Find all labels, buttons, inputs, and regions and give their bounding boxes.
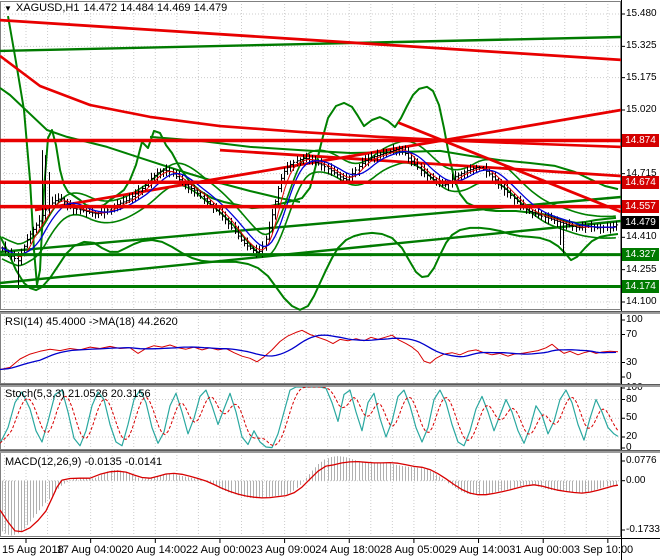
panel-separator[interactable]	[0, 384, 660, 387]
stoch-d-line	[0, 386, 619, 447]
macd-axis-label: -0.1733	[626, 524, 660, 535]
chart-title: ▼ XAGUSD,H1 14.472 14.484 14.469 14.479	[4, 2, 227, 14]
red-curve	[0, 54, 622, 149]
price-axis-label: 15.480	[626, 8, 657, 19]
green-trendline	[0, 219, 622, 285]
macd-signal-line	[0, 460, 619, 533]
time-axis-label: 24 Aug 18:00	[315, 544, 381, 556]
price-level-badge: 14.327	[622, 248, 659, 262]
bollinger-band	[149, 135, 619, 191]
chart-title-symbol: XAGUSD,H1	[15, 2, 80, 14]
stoch-axis-label: 0	[626, 442, 632, 453]
rsi-axis-label: 70	[626, 328, 638, 340]
panel-separator[interactable]	[0, 450, 660, 453]
price-ma-fast	[1, 149, 616, 258]
macd-axis-label: 0.00	[626, 474, 646, 486]
time-axis-label: 17 Aug 04:00	[56, 544, 122, 556]
price-axis-label: 14.410	[626, 231, 657, 243]
price-axis-label: 14.255	[626, 263, 657, 275]
price-axis-label: 14.100	[626, 296, 657, 307]
symbol-dropdown-icon[interactable]: ▼	[4, 3, 12, 13]
rsi-axis-label: 100	[626, 314, 643, 325]
stoch-axis-label: 80	[626, 393, 638, 405]
stoch-axis-label: 100	[626, 382, 643, 393]
rsi-axis-label: 0	[626, 371, 632, 382]
macd-histogram	[2, 456, 617, 536]
green-trendline	[0, 35, 622, 53]
time-axis-label: 20 Aug 14:00	[121, 544, 187, 556]
rsi-ma-line	[0, 334, 617, 371]
rsi-axis-label: 30	[626, 356, 638, 368]
price-axis-label: 15.325	[626, 40, 657, 52]
rsi-indicator-label: RSI(14) 45.4000 ->MA(18) 44.2620	[5, 316, 178, 328]
price-level-badge: 14.674	[622, 175, 659, 189]
price-ma-slow	[1, 150, 616, 256]
chart-title-ohlc: 14.472 14.484 14.469 14.479	[83, 2, 228, 14]
price-panel-frame	[0, 1, 621, 310]
macd-axis-label: 0.0776	[626, 455, 657, 466]
red-trendline	[219, 148, 622, 178]
time-axis-label: 29 Aug 14:00	[444, 544, 510, 556]
stoch-indicator-label: Stoch(5,3,3) 21.0526 20.3156	[5, 388, 151, 400]
time-axis-label: 15 Aug 2018	[2, 544, 64, 556]
red-trendline	[0, 18, 622, 62]
bollinger-band	[0, 87, 301, 203]
inner-band-lower	[1, 162, 616, 267]
macd-indicator-label: MACD(12,26,9) -0.0135 -0.0141	[5, 456, 163, 468]
stoch-axis-label: 20	[626, 431, 638, 442]
rsi-line	[0, 329, 619, 370]
bollinger-band	[0, 226, 619, 311]
price-axis-label: 15.175	[626, 71, 657, 83]
price-level-badge: 14.874	[622, 133, 659, 147]
stoch-axis-label: 50	[626, 412, 638, 424]
time-axis-label: 3 Sep 10:00	[573, 544, 634, 556]
inner-band-upper	[1, 140, 616, 245]
price-axis-label: 15.020	[626, 104, 657, 115]
time-axis-label: 22 Aug 00:00	[185, 544, 251, 556]
price-axis-label: 14.715	[626, 167, 657, 179]
time-axis-label: 23 Aug 09:00	[250, 544, 316, 556]
price-level-badge: 14.174	[622, 280, 659, 294]
time-axis-label: 28 Aug 05:00	[379, 544, 445, 556]
panel-separator[interactable]	[0, 311, 660, 314]
current-price-badge: 14.479	[622, 216, 659, 230]
price-level-badge: 14.557	[622, 200, 659, 214]
price-bars	[0, 144, 619, 290]
time-axis-label: 31 Aug 00:00	[509, 544, 575, 556]
red-trendline	[397, 121, 622, 214]
